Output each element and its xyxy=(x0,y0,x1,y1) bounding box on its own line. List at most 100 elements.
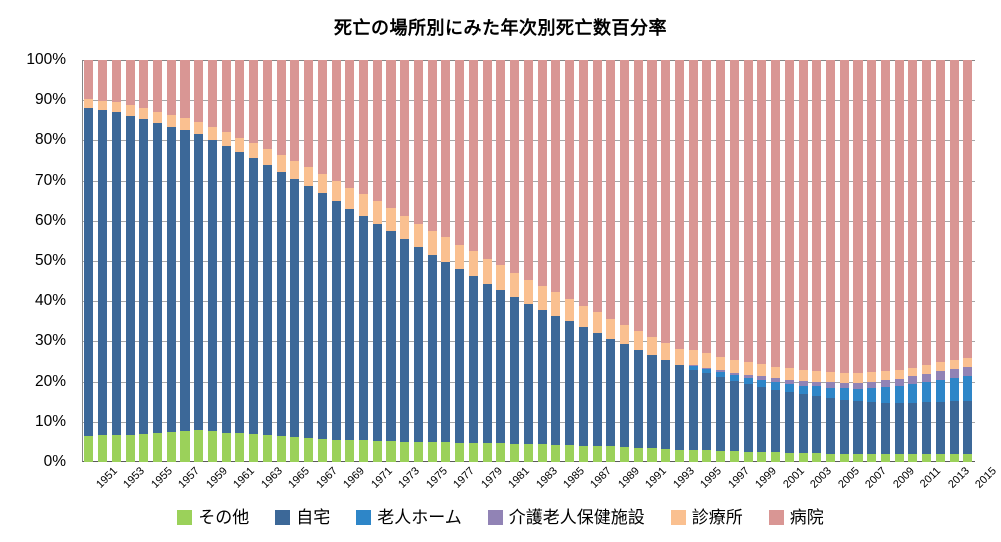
stacked-bar[interactable] xyxy=(221,60,231,462)
bar-segment[interactable] xyxy=(963,453,973,462)
bar-column[interactable] xyxy=(137,60,151,462)
bar-segment[interactable] xyxy=(853,373,863,383)
stacked-bar[interactable] xyxy=(166,60,176,462)
bar-segment[interactable] xyxy=(194,430,204,462)
bar-segment[interactable] xyxy=(523,303,533,444)
bar-segment[interactable] xyxy=(619,60,630,325)
bar-column[interactable] xyxy=(782,60,796,462)
legend-item[interactable]: 老人ホーム xyxy=(356,509,462,526)
bar-segment[interactable] xyxy=(606,318,616,339)
stacked-bar[interactable] xyxy=(482,60,492,462)
bar-segment[interactable] xyxy=(757,379,767,387)
bar-segment[interactable] xyxy=(262,435,272,462)
bar-segment[interactable] xyxy=(839,60,849,373)
bar-segment[interactable] xyxy=(565,445,575,462)
bar-segment[interactable] xyxy=(111,102,121,113)
stacked-bar[interactable] xyxy=(812,60,822,462)
bar-column[interactable] xyxy=(673,60,687,462)
bar-segment[interactable] xyxy=(606,60,616,319)
bar-segment[interactable] xyxy=(359,215,369,441)
bar-segment[interactable] xyxy=(317,438,327,462)
bar-segment[interactable] xyxy=(523,443,533,462)
bar-column[interactable] xyxy=(824,60,838,462)
stacked-bar[interactable] xyxy=(674,60,684,462)
bar-segment[interactable] xyxy=(153,60,163,112)
bar-column[interactable] xyxy=(151,60,165,462)
bar-segment[interactable] xyxy=(331,439,341,462)
bar-segment[interactable] xyxy=(935,60,945,363)
bar-segment[interactable] xyxy=(345,208,355,440)
bar-segment[interactable] xyxy=(743,377,753,385)
stacked-bar[interactable] xyxy=(413,60,424,462)
bar-segment[interactable] xyxy=(771,389,781,453)
bar-segment[interactable] xyxy=(633,349,643,448)
bar-segment[interactable] xyxy=(125,105,135,116)
bar-segment[interactable] xyxy=(716,377,726,451)
bar-column[interactable] xyxy=(178,60,192,462)
bar-segment[interactable] xyxy=(908,453,918,462)
bar-segment[interactable] xyxy=(702,367,712,370)
bar-segment[interactable] xyxy=(304,60,314,168)
bar-segment[interactable] xyxy=(537,60,547,286)
bar-segment[interactable] xyxy=(551,292,561,316)
stacked-bar[interactable] xyxy=(922,60,932,462)
stacked-bar[interactable] xyxy=(839,60,849,462)
stacked-bar[interactable] xyxy=(867,60,877,462)
stacked-bar[interactable] xyxy=(84,60,94,462)
bar-segment[interactable] xyxy=(510,272,520,298)
bar-segment[interactable] xyxy=(565,321,575,446)
bar-column[interactable] xyxy=(714,60,728,462)
bar-segment[interactable] xyxy=(496,60,506,266)
bar-segment[interactable] xyxy=(125,60,135,106)
bar-segment[interactable] xyxy=(221,432,231,462)
bar-column[interactable] xyxy=(357,60,371,462)
bar-segment[interactable] xyxy=(427,254,437,443)
stacked-bar[interactable] xyxy=(345,60,355,462)
bar-segment[interactable] xyxy=(441,60,451,238)
bar-segment[interactable] xyxy=(413,60,424,224)
bar-segment[interactable] xyxy=(537,444,547,462)
bar-column[interactable] xyxy=(837,60,851,462)
bar-segment[interactable] xyxy=(565,298,575,322)
bar-column[interactable] xyxy=(480,60,494,462)
bar-segment[interactable] xyxy=(413,441,424,462)
stacked-bar[interactable] xyxy=(894,60,904,462)
bar-column[interactable] xyxy=(892,60,906,462)
bar-segment[interactable] xyxy=(935,453,945,462)
bar-segment[interactable] xyxy=(812,386,822,397)
stacked-bar[interactable] xyxy=(98,60,108,462)
bar-segment[interactable] xyxy=(880,387,890,403)
stacked-bar[interactable] xyxy=(537,60,547,462)
bar-segment[interactable] xyxy=(221,60,231,133)
bar-column[interactable] xyxy=(315,60,329,462)
bar-segment[interactable] xyxy=(867,372,877,383)
bar-segment[interactable] xyxy=(935,362,945,372)
bar-segment[interactable] xyxy=(853,453,863,462)
legend-item[interactable]: 病院 xyxy=(768,509,824,526)
legend-item[interactable]: 診療所 xyxy=(670,509,743,526)
bar-column[interactable] xyxy=(906,60,920,462)
bar-segment[interactable] xyxy=(688,366,698,370)
bar-segment[interactable] xyxy=(235,60,245,138)
bar-column[interactable] xyxy=(549,60,563,462)
bar-column[interactable] xyxy=(494,60,508,462)
bar-segment[interactable] xyxy=(729,451,739,462)
bar-column[interactable] xyxy=(522,60,536,462)
stacked-bar[interactable] xyxy=(262,60,272,462)
bar-column[interactable] xyxy=(810,60,824,462)
bar-segment[interactable] xyxy=(743,362,753,375)
bar-segment[interactable] xyxy=(798,385,808,395)
bar-segment[interactable] xyxy=(221,146,231,433)
stacked-bar[interactable] xyxy=(400,60,410,462)
bar-segment[interactable] xyxy=(84,60,94,100)
bar-segment[interactable] xyxy=(372,440,382,462)
bar-segment[interactable] xyxy=(551,60,561,293)
bar-column[interactable] xyxy=(879,60,893,462)
stacked-bar[interactable] xyxy=(716,60,726,462)
bar-segment[interactable] xyxy=(537,285,547,310)
bar-column[interactable] xyxy=(755,60,769,462)
stacked-bar[interactable] xyxy=(784,60,794,462)
bar-segment[interactable] xyxy=(867,382,877,389)
bar-segment[interactable] xyxy=(619,324,630,344)
bar-segment[interactable] xyxy=(825,372,836,383)
